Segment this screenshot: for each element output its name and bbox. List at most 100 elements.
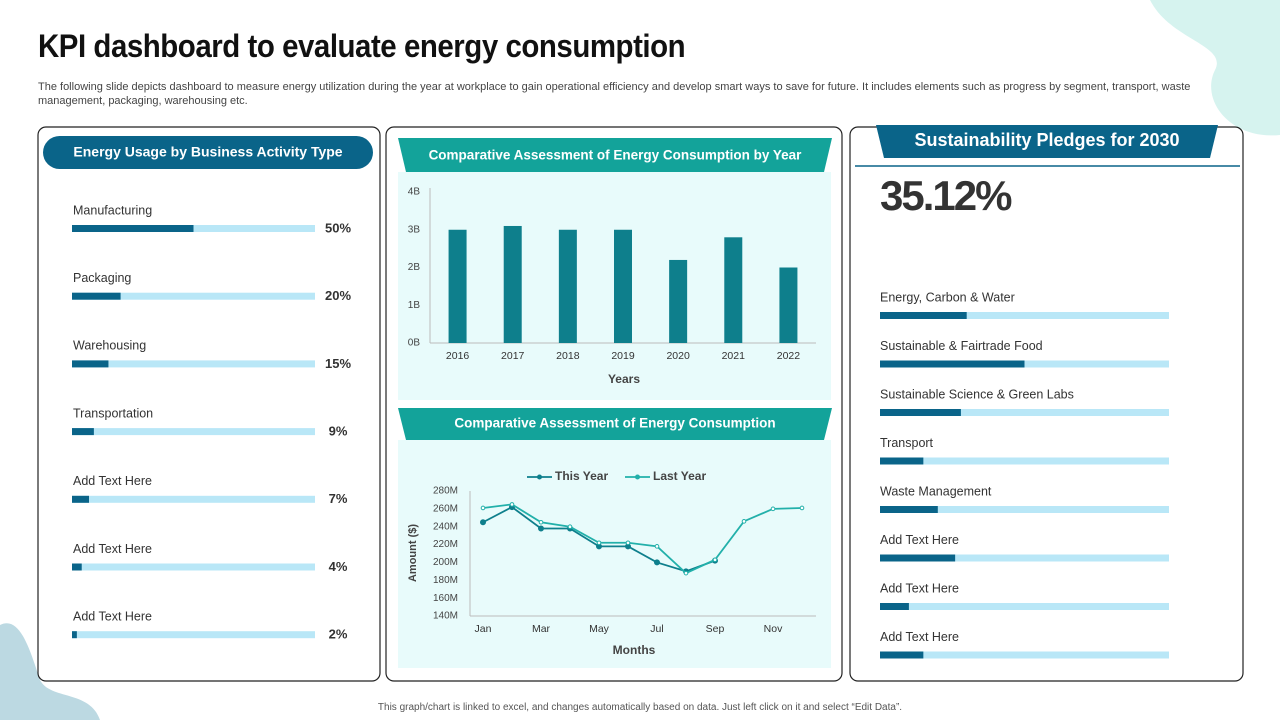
line-marker (538, 519, 544, 525)
y-tick-label: 160M (433, 593, 458, 604)
line-marker (480, 505, 486, 511)
item-label: Sustainable Science & Green Labs (880, 387, 1074, 401)
bar (558, 229, 577, 343)
line-marker (654, 559, 660, 566)
progress-track (880, 312, 1169, 319)
y-tick-label: 240M (433, 521, 458, 532)
x-tick-label: Nov (764, 623, 783, 635)
x-tick-label: May (589, 623, 610, 635)
item-label: Transport (880, 436, 934, 450)
line-marker (654, 544, 660, 549)
progress-bar (72, 225, 194, 232)
bar (724, 237, 743, 343)
x-tick-label: 2021 (722, 350, 746, 362)
progress-track (72, 360, 315, 368)
item-label: Waste Management (880, 484, 992, 498)
chart-header (398, 408, 832, 440)
item-label: Add Text Here (880, 581, 959, 595)
y-tick-label: 3B (408, 224, 421, 235)
y-tick-label: 280M (433, 486, 458, 497)
line-marker (741, 519, 747, 524)
legend-label: Last Year (653, 469, 706, 483)
y-tick-label: 2B (408, 262, 421, 273)
page-title: KPI dashboard to evaluate energy consump… (38, 28, 686, 64)
progress-track (880, 457, 1169, 465)
progress-track (880, 603, 1169, 610)
progress-bar (72, 495, 90, 503)
line-marker (509, 502, 515, 507)
line-marker (799, 505, 805, 511)
chart-title: Comparative Assessment of Energy Consump… (429, 148, 803, 163)
progress-track (880, 409, 1169, 416)
item-label: Sustainable & Fairtrade Food (880, 339, 1043, 353)
progress-track (880, 554, 1169, 562)
value-label: 20% (325, 288, 351, 303)
x-axis-label: Months (613, 643, 656, 657)
value-label: 15% (325, 356, 351, 371)
progress-bar (72, 563, 82, 571)
y-axis-label: Amount ($) (407, 524, 419, 582)
legend-label: This Year (555, 469, 608, 483)
x-tick-label: 2018 (556, 350, 580, 362)
y-tick-label: 0B (408, 338, 421, 349)
legend-marker (635, 474, 640, 480)
y-tick-label: 200M (433, 557, 458, 568)
line-marker (683, 570, 689, 576)
progress-bar (72, 631, 77, 639)
y-tick-label: 260M (433, 503, 458, 514)
value-label: 4% (329, 559, 348, 574)
chart-title: Comparative Assessment of Energy Consump… (454, 416, 775, 431)
chart-header (398, 138, 832, 172)
progress-track (72, 428, 315, 436)
item-label: Add Text Here (73, 474, 152, 488)
progress-track (72, 563, 315, 571)
line-marker (596, 540, 602, 546)
line-marker (567, 524, 573, 530)
line-marker (712, 557, 718, 563)
x-tick-label: Jan (475, 623, 492, 635)
progress-bar (880, 554, 956, 562)
progress-bar (880, 457, 924, 465)
progress-bar (880, 312, 967, 319)
value-label: 9% (329, 424, 348, 439)
x-tick-label: 2017 (501, 350, 525, 362)
decor-blob (1150, 0, 1280, 136)
y-tick-label: 1B (408, 300, 421, 311)
item-label: Warehousing (73, 339, 146, 353)
y-tick-label: 220M (433, 539, 458, 550)
progress-track (72, 495, 315, 503)
x-tick-label: 2016 (446, 350, 470, 362)
y-tick-label: 180M (433, 575, 458, 586)
progress-bar (72, 292, 121, 300)
legend-marker (537, 474, 542, 480)
x-tick-label: Mar (532, 623, 551, 635)
value-label: 2% (329, 627, 348, 642)
progress-track (880, 506, 1169, 513)
item-label: Add Text Here (73, 609, 152, 623)
progress-bar (72, 428, 94, 436)
bar (669, 259, 688, 343)
item-label: Add Text Here (880, 533, 959, 547)
line-series (482, 503, 803, 575)
line-marker (538, 525, 544, 532)
x-tick-label: 2019 (611, 350, 635, 362)
bar (448, 229, 467, 343)
value-label: 50% (325, 220, 351, 235)
right-title: Sustainability Pledges for 2030 (914, 130, 1179, 150)
item-label: Add Text Here (73, 542, 152, 556)
x-axis-label: Years (608, 372, 640, 386)
progress-bar (880, 651, 924, 659)
progress-track (72, 292, 315, 300)
line-marker (625, 540, 631, 546)
progress-bar (880, 360, 1025, 368)
item-label: Transportation (73, 406, 153, 420)
item-label: Manufacturing (73, 203, 152, 217)
line-marker (480, 519, 486, 526)
left-header (43, 136, 373, 169)
headline: 35.12% (880, 172, 1012, 219)
y-tick-label: 140M (433, 611, 458, 622)
x-tick-label: 2022 (777, 350, 801, 362)
progress-track (72, 631, 315, 639)
